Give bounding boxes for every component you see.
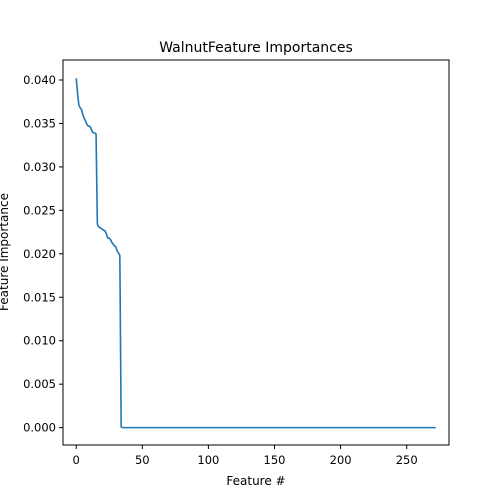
y-tick-label: 0.015 xyxy=(23,290,56,304)
y-tick-label: 0.000 xyxy=(23,421,56,435)
x-tick-label: 100 xyxy=(197,453,219,467)
x-axis-label: Feature # xyxy=(226,474,285,488)
chart-title: WalnutFeature Importances xyxy=(159,40,353,56)
y-tick-label: 0.010 xyxy=(23,334,56,348)
y-tick-label: 0.035 xyxy=(23,116,56,130)
y-tick-label: 0.020 xyxy=(23,247,56,261)
x-tick-label: 0 xyxy=(73,453,80,467)
y-tick-label: 0.005 xyxy=(23,377,56,391)
importance-line xyxy=(75,78,436,429)
y-tick-label: 0.025 xyxy=(23,203,56,217)
y-axis-ticks: 0.000 0.005 0.010 0.015 0.020 0.025 0.030 0.035… xyxy=(23,73,63,435)
x-tick-label: 50 xyxy=(135,453,150,467)
x-tick-label: 200 xyxy=(330,453,352,467)
y-tick-label: 0.040 xyxy=(23,73,56,87)
x-tick-label: 250 xyxy=(396,453,418,467)
x-tick-label: 150 xyxy=(264,453,286,467)
y-axis-label: Feature Importance xyxy=(0,193,11,311)
plot-frame xyxy=(62,59,450,446)
x-axis-ticks: 0 50 100 150 200 250 xyxy=(73,445,418,467)
y-tick-label: 0.030 xyxy=(23,160,56,174)
